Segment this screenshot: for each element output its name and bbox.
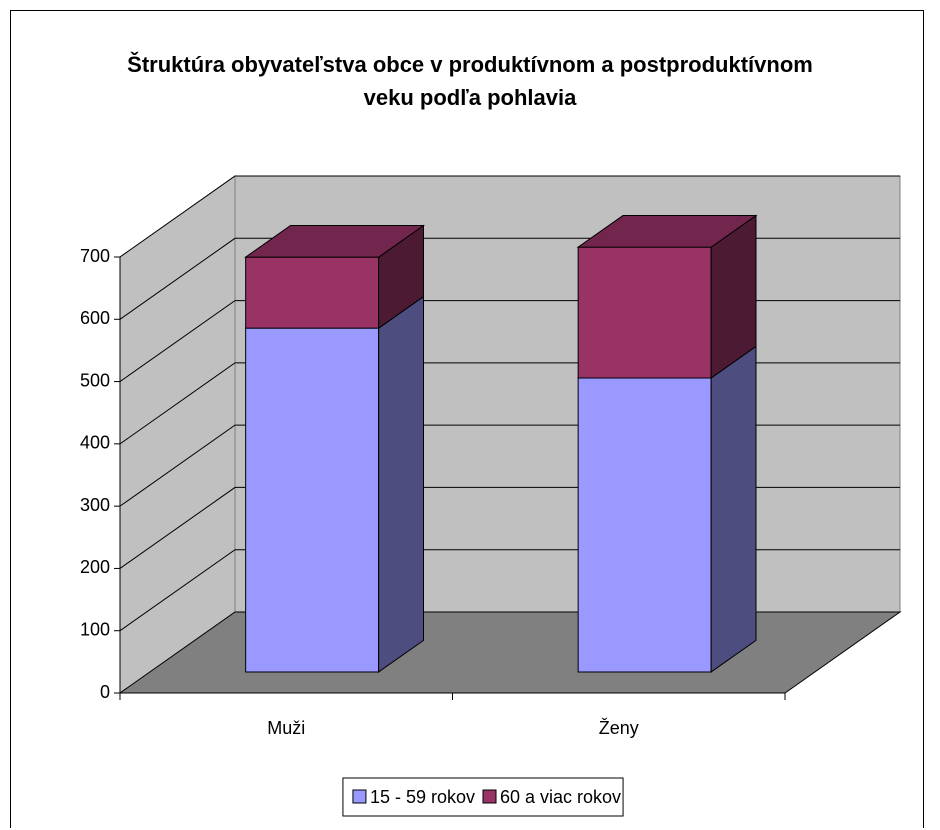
floor <box>118 611 902 694</box>
bar-segment <box>244 224 426 330</box>
bar-segment <box>577 345 757 673</box>
y-tick-label: 500 <box>80 370 110 390</box>
legend: 15 - 59 rokov 60 a viac rokov <box>342 777 624 817</box>
y-tick-label: 0 <box>100 682 110 702</box>
legend-swatch <box>352 789 367 804</box>
legend-label: 60 a viac rokov <box>500 787 621 807</box>
grid-line <box>119 175 900 258</box>
legend-swatch <box>482 789 497 804</box>
bar-front <box>577 246 712 379</box>
bar-top <box>244 225 426 258</box>
legend-label: 15 - 59 rokov <box>370 787 475 807</box>
y-tick-label: 100 <box>80 619 110 639</box>
x-tick-label: Ženy <box>599 718 639 738</box>
bar-segment <box>245 295 424 673</box>
chart-title: Štruktúra obyvateľstva obce v produktívn… <box>127 52 813 110</box>
bar-front <box>245 327 380 673</box>
bar-top <box>576 215 758 248</box>
left-wall <box>119 175 236 694</box>
x-tick-label: Muži <box>267 718 305 738</box>
y-tick-label: 700 <box>80 246 110 266</box>
bar-side <box>378 295 424 673</box>
bar-side <box>710 345 757 673</box>
bar-front <box>245 256 380 329</box>
y-tick-label: 600 <box>80 308 110 328</box>
y-tick-label: 200 <box>80 557 110 577</box>
bar-segment <box>576 214 758 379</box>
y-tick-label: 300 <box>80 495 110 515</box>
chart-frame <box>10 10 924 828</box>
bar-front <box>577 377 712 673</box>
y-tick-label: 400 <box>80 433 110 453</box>
